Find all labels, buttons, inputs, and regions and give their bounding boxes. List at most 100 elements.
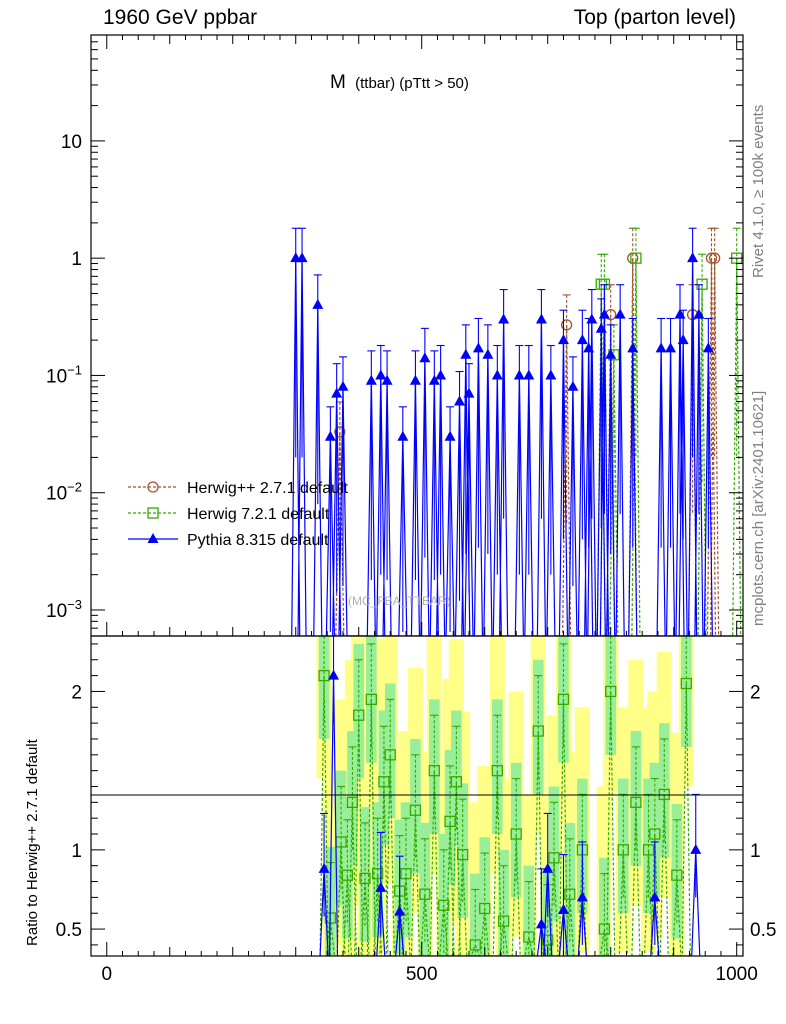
main-title-sub: (ttbar) (pTtt > 50) xyxy=(355,75,469,92)
ratio-herwig7-point xyxy=(658,788,670,801)
pythia-point xyxy=(693,308,705,319)
herwig7-point xyxy=(630,252,642,264)
ratio-pythia-point xyxy=(328,669,340,680)
ratio-herwig7-point xyxy=(365,693,377,706)
main-ytick-label: 10 xyxy=(61,132,82,153)
pythia-point xyxy=(435,369,447,380)
watermark: (MC_FBA_TTBAR) xyxy=(348,594,451,608)
ratio-plot-frame xyxy=(90,635,744,957)
ratio-herwig7-point xyxy=(353,709,365,721)
ratio-herwig7-point xyxy=(469,939,481,951)
ratio-herwig7-point xyxy=(598,923,611,935)
legend-entry-herwigpp: Herwig++ 2.7.1 default xyxy=(128,480,349,497)
ratio-ytick-label-right: 0.5 xyxy=(750,920,776,941)
pythia-point xyxy=(409,374,421,385)
pythia-point xyxy=(463,387,475,398)
ratio-herwig7-point xyxy=(378,776,390,788)
ratio-herwig7-point xyxy=(564,888,576,900)
ratio-herwig7-point xyxy=(542,934,554,946)
ratio-herwig7-point xyxy=(346,796,359,808)
ratio-herwig7-point xyxy=(548,852,560,864)
legend-entry-herwig7: Herwig 7.2.1 default xyxy=(128,506,330,523)
ratio-y-axis-label: Ratio to Herwig++ 2.7.1 default xyxy=(24,738,41,946)
ratio-herwig7-point xyxy=(630,796,642,808)
pythia-point xyxy=(381,374,393,385)
ratio-herwig7-point xyxy=(384,749,396,761)
pythia-point xyxy=(567,380,579,391)
ratio-herwig7-point xyxy=(409,804,422,816)
ratio-herwig7-point xyxy=(428,765,440,777)
main-ytick-label: 1 xyxy=(71,249,82,270)
ratio-pythia-point xyxy=(557,904,569,915)
herwigpp-point xyxy=(334,426,346,438)
ratio-herwig7-point xyxy=(371,867,384,880)
pythia-point xyxy=(665,342,677,353)
ratio-pythia-point xyxy=(394,905,406,916)
pythia-point xyxy=(523,369,535,380)
pythia-point xyxy=(702,342,714,353)
ratio-band-inner xyxy=(479,837,491,956)
ratio-herwig7-point xyxy=(680,677,692,690)
pythia-point xyxy=(296,252,308,263)
ratio-herwig7-point xyxy=(341,869,354,881)
legend: Herwig++ 2.7.1 default Herwig 7.2.1 defa… xyxy=(128,480,349,549)
pythia-point xyxy=(627,342,639,353)
ratio-pythia-point xyxy=(535,918,547,929)
pythia-point xyxy=(472,342,484,353)
ratio-herwig7-point xyxy=(649,828,661,840)
pythia-point xyxy=(428,374,440,385)
pythia-point xyxy=(482,348,494,359)
pythia-point xyxy=(535,313,547,324)
ratio-herwig7-point xyxy=(479,902,491,915)
legend-entry-pythia: Pythia 8.315 default xyxy=(128,532,329,549)
ratio-herwig7-point xyxy=(510,828,522,840)
ratio-herwig7-point xyxy=(642,844,655,856)
main-ytick-label: 10−3 xyxy=(46,597,82,622)
ratio-herwig7-point xyxy=(605,685,617,698)
ratio-herwig7-point xyxy=(671,869,683,881)
pythia-point xyxy=(397,430,409,441)
ratio-herwig7-point xyxy=(497,915,510,927)
pythia-point xyxy=(460,348,472,359)
pythia-point xyxy=(586,313,598,324)
pythia-point xyxy=(375,369,387,380)
pythia-point xyxy=(444,430,456,441)
herwigpp-point xyxy=(709,252,721,264)
herwigpp-point xyxy=(560,319,573,331)
pythia-point xyxy=(498,313,510,324)
ratio-herwig7-point xyxy=(557,693,570,706)
pythia-point xyxy=(419,352,431,363)
ratio-pythia-line xyxy=(319,675,701,956)
ratio-herwig7-point xyxy=(400,867,412,880)
main-ytick-label: 10−2 xyxy=(46,480,82,505)
ratio-xtick-label: 0 xyxy=(101,964,112,985)
pythia-point xyxy=(545,369,557,380)
ratio-series-group xyxy=(318,636,702,956)
ratio-herwig7-point xyxy=(617,844,629,856)
ratio-herwig7-point xyxy=(438,899,450,911)
ratio-pythia-point xyxy=(576,891,588,902)
ratio-ytick-label-right: 1 xyxy=(750,841,761,862)
ratio-pythia-point xyxy=(318,862,330,873)
main-series-group xyxy=(290,227,743,636)
header-left-label: 1960 GeV ppbar xyxy=(103,6,258,29)
ratio-herwig7-point xyxy=(457,848,469,861)
pythia-point xyxy=(454,395,466,406)
ratio-xtick-label: 1000 xyxy=(716,964,758,985)
pythia-point xyxy=(576,334,588,345)
pythia-point xyxy=(605,348,617,359)
pythia-point xyxy=(614,308,626,319)
ratio-band-inner xyxy=(599,857,610,956)
ratio-herwig7-point xyxy=(359,872,371,885)
axis-ticks: 10 1 10−1 10−2 10−3 0 500 1000 0.5 0.5 1 1 2 2 xyxy=(46,34,776,985)
ratio-xtick-label: 500 xyxy=(406,964,438,985)
legend-label-herwigpp: Herwig++ 2.7.1 default xyxy=(187,480,349,497)
ratio-pythia-point xyxy=(542,862,554,873)
legend-label-herwig7: Herwig 7.2.1 default xyxy=(187,506,330,523)
legend-label-pythia: Pythia 8.315 default xyxy=(187,532,329,549)
pythia-point xyxy=(312,298,324,309)
pythia-point xyxy=(331,387,343,398)
pythia-point xyxy=(677,334,689,345)
pythia-line xyxy=(291,258,713,636)
